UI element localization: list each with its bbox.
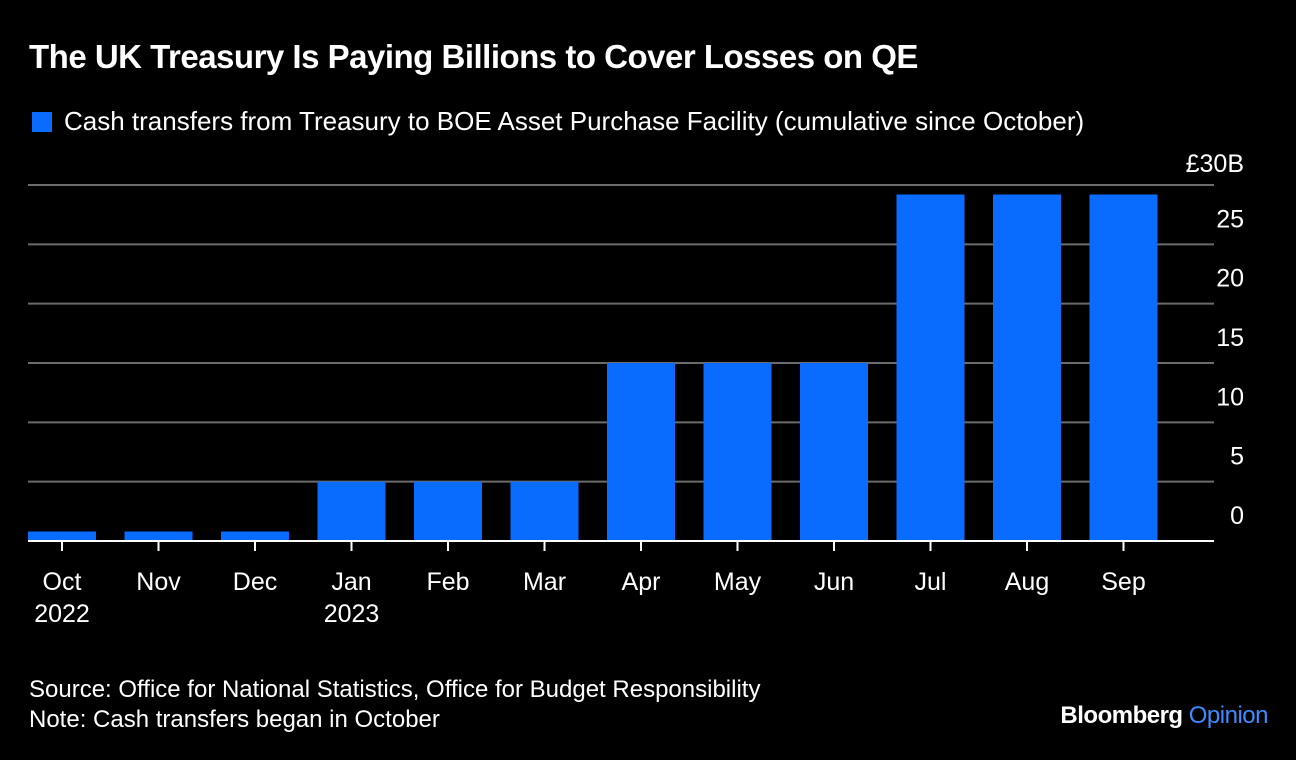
bar-sep [1089,194,1158,541]
x-tick-label: Jan [331,568,371,596]
y-tick-label: 15 [1216,324,1244,352]
footnote: Note: Cash transfers began in October [29,706,440,733]
y-axis: 0 5 10 15 20 25 £30B [1186,150,1244,530]
x-tick-label: Nov [136,568,181,596]
x-axis: Oct 2022 Nov Dec Jan 2023 Feb Mar Apr May Jun Jul Au… [28,540,1214,628]
x-tick-sublabel: 2023 [324,600,380,628]
bar-jun [800,363,868,541]
x-tick-label: Jul [915,568,947,596]
bar-dec [221,531,289,541]
legend-swatch [32,111,52,132]
y-tick-label: 10 [1216,383,1244,411]
bar-jan [317,481,386,541]
x-tick-label: Mar [523,568,566,596]
x-tick-label: Feb [426,568,469,596]
x-tick-label: Aug [1005,568,1049,596]
bar-apr [607,363,675,541]
chart-title: The UK Treasury Is Paying Billions to Co… [29,38,918,75]
y-tick-label: 5 [1230,443,1244,471]
x-tick-label: Sep [1101,568,1145,596]
brand-logo: Bloomberg Opinion [1060,702,1268,730]
brand-name: Bloomberg [1060,702,1183,729]
bars [28,194,1158,541]
x-tick-label: Oct [43,568,82,596]
y-tick-label: £30B [1186,150,1244,178]
x-tick-label: Dec [233,568,277,596]
y-tick-label: 20 [1216,265,1244,293]
y-tick-label: 25 [1216,205,1244,233]
legend-label: Cash transfers from Treasury to BOE Asse… [64,106,1085,136]
x-tick-label: Jun [814,568,854,596]
bar-jul [896,194,965,541]
brand-section: Opinion [1188,702,1269,729]
bar-feb [414,481,482,541]
x-tick-sublabel: 2022 [34,600,90,628]
source-note: Source: Office for National Statistics, … [29,676,761,703]
bar-aug [993,194,1061,541]
bar-may [703,363,772,541]
bar-oct [28,531,96,541]
bar-nov [124,531,193,541]
y-tick-label: 0 [1230,502,1244,530]
legend: Cash transfers from Treasury to BOE Asse… [32,106,1084,137]
x-tick-label: May [714,568,762,596]
x-tick-label: Apr [622,568,661,596]
bar-mar [510,481,579,541]
